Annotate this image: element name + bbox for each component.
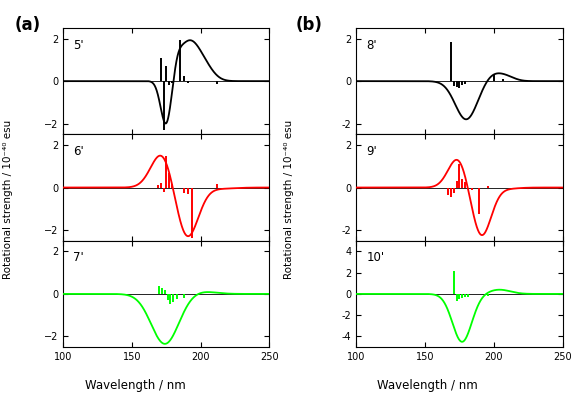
Text: 10': 10': [366, 251, 385, 265]
Text: Rotational strength / 10⁻⁴⁰ esu: Rotational strength / 10⁻⁴⁰ esu: [284, 120, 294, 279]
Text: Wavelength / nm: Wavelength / nm: [377, 379, 478, 392]
Text: 5': 5': [73, 39, 84, 51]
Text: 6': 6': [73, 145, 84, 158]
Text: (a): (a): [14, 16, 41, 34]
Text: 7': 7': [73, 251, 84, 265]
Text: 8': 8': [366, 39, 377, 51]
Text: Wavelength / nm: Wavelength / nm: [84, 379, 185, 392]
Text: Rotational strength / 10⁻⁴⁰ esu: Rotational strength / 10⁻⁴⁰ esu: [3, 120, 13, 279]
Text: 9': 9': [366, 145, 377, 158]
Text: (b): (b): [296, 16, 323, 34]
